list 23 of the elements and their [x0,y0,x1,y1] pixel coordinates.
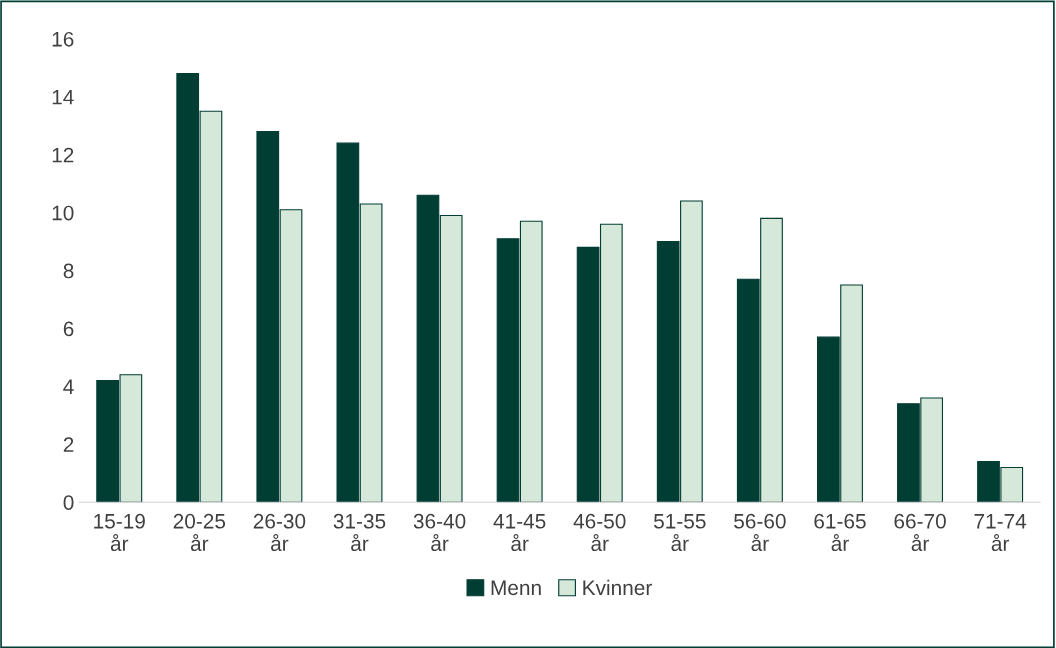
x-tick-label: 46-50 år [573,513,626,552]
x-tick-label: 31-35 år [333,513,386,552]
legend-label: Kvinner [583,579,652,596]
y-tick-label: 14 [52,90,74,105]
x-tick-label: 71-74 år [974,514,1027,552]
y-tick-label: 4 [63,379,74,394]
x-tick-label: 56-60 år [734,513,786,552]
x-tick-label: 61-65 år [814,513,866,552]
x-tick-label: 51-55 år [653,514,706,552]
x-tick-label: 66-70 år [894,513,946,552]
x-tick-label: 15-19 år [94,513,145,552]
x-tick-label: 41-45 år [493,514,546,552]
y-tick-label: 6 [63,321,74,337]
legend-label: Menn [491,580,541,596]
y-tick-label: 2 [63,437,74,452]
x-tick-label: 20-25 år [173,513,226,552]
y-tick-label: 0 [63,495,74,510]
y-tick-label: 10 [52,205,74,221]
y-tick-label: 16 [52,31,74,47]
y-tick-label: 12 [52,147,74,163]
x-tick-label: 36-40 år [413,513,466,552]
x-tick-label: 26-30 år [253,513,306,552]
y-tick-label: 8 [63,263,74,279]
